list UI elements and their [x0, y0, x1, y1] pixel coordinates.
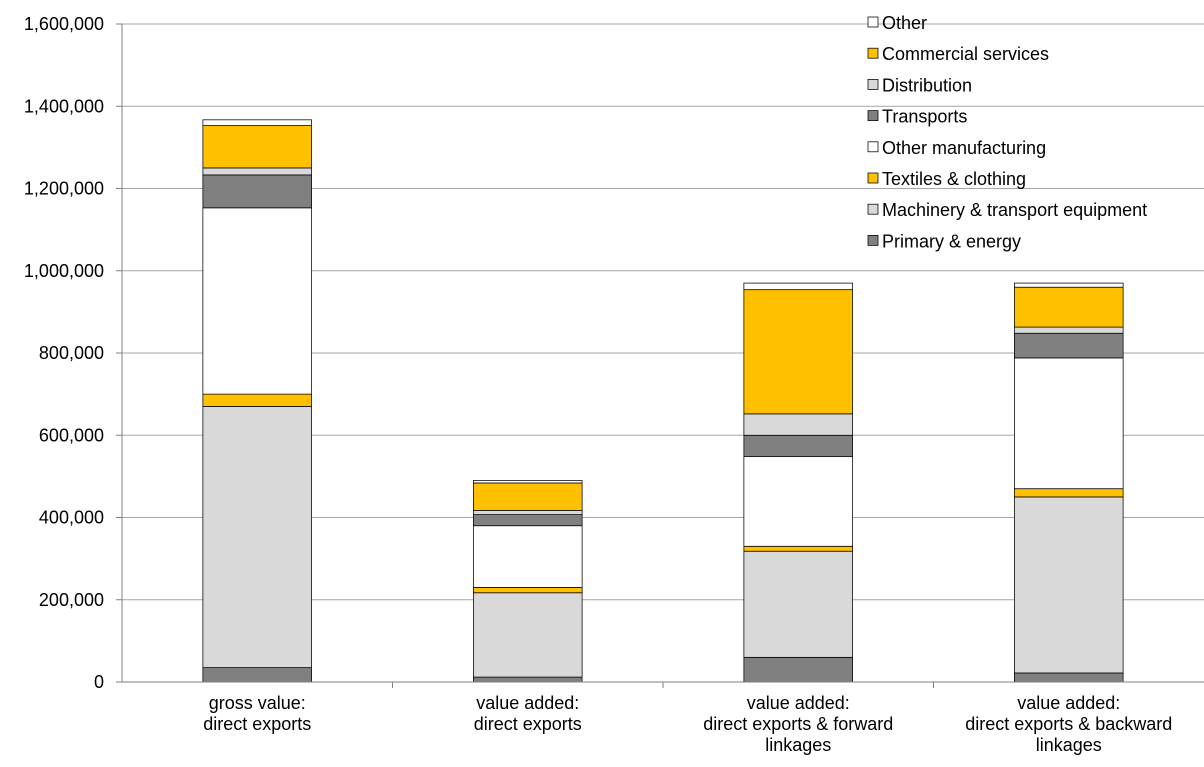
bar-segment-distribution — [473, 510, 583, 515]
bar-segment-distribution — [202, 167, 312, 176]
bar-segment-textiles-clothing — [743, 545, 853, 552]
y-tick-label: 800,000 — [39, 343, 104, 363]
bar-segment-primary-energy — [1014, 672, 1124, 683]
legend-label: Textiles & clothing — [882, 169, 1026, 189]
bar-segment-commercial-services — [1014, 286, 1124, 328]
bar-segment-other — [202, 119, 312, 126]
bar-segment-transports — [202, 174, 312, 209]
bars — [202, 119, 1124, 683]
bar-segment-other-manufacturing — [743, 456, 853, 547]
y-tick-label: 1,200,000 — [24, 179, 104, 199]
y-tick-label: 200,000 — [39, 590, 104, 610]
legend-label: Primary & energy — [882, 231, 1021, 251]
bar-segment-primary-energy — [202, 667, 312, 683]
legend-swatch — [867, 235, 879, 246]
bar-segment-textiles-clothing — [473, 587, 583, 594]
legend-label: Machinery & transport equipment — [882, 200, 1147, 220]
bar-segment-other-manufacturing — [473, 525, 583, 588]
legend-item[interactable]: Primary & energy — [867, 231, 1021, 251]
legend-label: Other manufacturing — [882, 138, 1046, 158]
bar-segment-textiles-clothing — [1014, 488, 1124, 498]
x-category-label: value added: direct exports & forward link… — [703, 693, 893, 755]
y-tick-label: 1,400,000 — [24, 96, 104, 116]
legend-swatch — [867, 110, 879, 121]
legend-swatch — [867, 141, 879, 153]
bar-segment-transports — [1014, 332, 1124, 359]
y-tick-label: 1,000,000 — [24, 261, 104, 281]
legend-swatch — [867, 203, 879, 215]
legend-swatch — [867, 16, 879, 28]
bar-segment-primary-energy — [473, 676, 583, 683]
bar-segment-machinery-transport-equipment — [1014, 496, 1124, 674]
bar-segment-other — [473, 480, 583, 484]
x-category-label: value added: direct exports & backward lin… — [965, 693, 1172, 755]
bar-segment-commercial-services — [473, 482, 583, 511]
legend-item[interactable]: Other — [867, 13, 927, 33]
x-category-label: gross value: direct exports — [203, 693, 311, 734]
bar-segment-distribution — [1014, 326, 1124, 334]
legend-swatch — [867, 79, 879, 90]
y-tick-label: 0 — [94, 672, 104, 692]
bar-segment-primary-energy — [743, 656, 853, 683]
legend-item[interactable]: Commercial services — [867, 44, 1049, 64]
bar-segment-other — [743, 282, 853, 291]
legend-label: Transports — [882, 107, 967, 127]
bar-segment-commercial-services — [202, 125, 312, 169]
bar-segment-transports — [743, 434, 853, 458]
legend-item[interactable]: Other manufacturing — [867, 138, 1046, 158]
bar-segment-other-manufacturing — [1014, 357, 1124, 490]
y-axis-tick-labels: 0 200,000 400,000 600,000 800,000 1,000,000 1,… — [24, 14, 104, 692]
legend-label: Distribution — [882, 75, 972, 95]
x-category-label: value added: direct exports — [474, 693, 582, 734]
bar-segment-textiles-clothing — [202, 393, 312, 407]
y-tick-label: 1,600,000 — [24, 14, 104, 34]
y-tick-label: 400,000 — [39, 508, 104, 528]
legend-swatch — [867, 47, 879, 59]
legend-item[interactable]: Machinery & transport equipment — [867, 200, 1147, 220]
legend-item[interactable]: Transports — [867, 107, 967, 127]
bar-segment-machinery-transport-equipment — [202, 406, 312, 668]
y-tick-label: 600,000 — [39, 425, 104, 445]
legend-label: Other — [882, 13, 927, 33]
legend-swatch — [867, 172, 879, 184]
x-axis-category-labels: gross value: direct exports value added: di… — [203, 693, 1172, 755]
axes — [116, 23, 1204, 688]
legend-item[interactable]: Textiles & clothing — [867, 169, 1026, 189]
legend[interactable]: Other Commercial services Distribution Tran… — [867, 13, 1147, 251]
legend-label: Commercial services — [882, 44, 1049, 64]
legend-item[interactable]: Distribution — [867, 75, 972, 95]
bar-segment-commercial-services — [743, 289, 853, 415]
bar-segment-machinery-transport-equipment — [743, 550, 853, 658]
bar-segment-distribution — [743, 413, 853, 436]
bar-segment-other — [1014, 282, 1124, 288]
bar-segment-machinery-transport-equipment — [473, 592, 583, 678]
bar-segment-other-manufacturing — [202, 207, 312, 395]
bar-segment-transports — [473, 514, 583, 527]
